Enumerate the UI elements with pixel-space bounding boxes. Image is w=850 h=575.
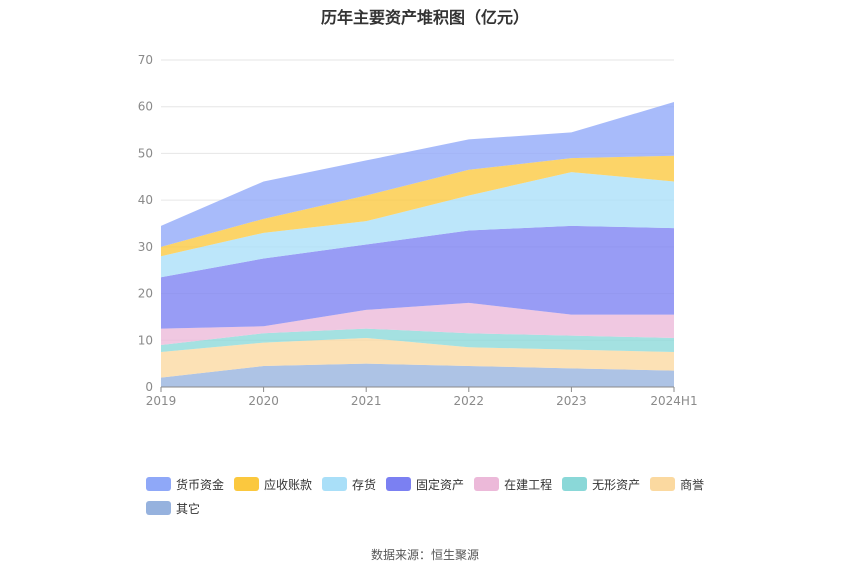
legend-label: 商誉 [680,477,705,492]
legend-swatch [562,477,588,491]
legend-label: 在建工程 [504,477,553,492]
legend-label: 存货 [352,477,377,492]
y-tick-label: 20 [138,287,153,301]
legend-swatch [650,477,676,491]
area-series-4 [161,302,674,345]
y-tick-label: 10 [138,333,153,347]
area-series-0 [161,102,674,247]
x-tick-label: 2019 [146,394,177,408]
axes: 0 10 20 30 40 50 60 70 2019 2020 2021 2022 2023 2024H… [138,53,698,408]
legend-item[interactable]: 固定资产 [386,472,464,496]
legend-swatch [146,477,171,491]
legend-label: 固定资产 [416,477,465,492]
area-series-1 [161,155,674,257]
y-tick-label: 30 [138,240,153,254]
area-series-3 [161,225,674,329]
area-series-5 [161,328,674,352]
area-series-6 [161,337,674,378]
legend-label: 无形资产 [592,477,641,492]
legend-swatch [234,477,260,491]
legend-item[interactable]: 货币资金 [146,472,224,496]
area-series-7 [161,363,674,387]
legend-swatch [322,477,348,491]
area-series-2 [161,172,674,278]
legend-swatch [386,477,412,491]
x-tick-label: 2022 [454,394,485,408]
y-tick-label: 60 [138,100,153,114]
x-tick-label: 2020 [248,394,279,408]
legend-item[interactable]: 无形资产 [562,472,640,496]
area-series [161,102,674,387]
y-tick-label: 70 [138,53,153,67]
y-tick-label: 50 [138,146,153,160]
legend-item[interactable]: 其它 [146,496,200,520]
y-tick-label: 0 [145,380,153,394]
y-tick-label: 40 [138,193,153,207]
data-source: 数据来源：恒生聚源 [370,548,479,562]
legend: 货币资金 应收账款 存货 固定资产 在建工程 无形资产 商誉其它 [146,472,726,520]
legend-item[interactable]: 商誉 [650,472,704,496]
x-tick-label: 2024H1 [650,394,697,408]
legend-swatch [146,501,171,515]
legend-label: 货币资金 [176,477,225,492]
legend-label: 其它 [176,501,201,516]
legend-swatch [474,477,500,491]
chart-title: 历年主要资产堆积图（亿元） [320,8,529,27]
legend-label: 应收账款 [264,477,313,492]
x-tick-label: 2021 [351,394,382,408]
legend-item[interactable]: 在建工程 [474,472,552,496]
x-tick-label: 2023 [556,394,587,408]
legend-item[interactable]: 存货 [322,472,376,496]
legend-item[interactable]: 应收账款 [234,472,312,496]
